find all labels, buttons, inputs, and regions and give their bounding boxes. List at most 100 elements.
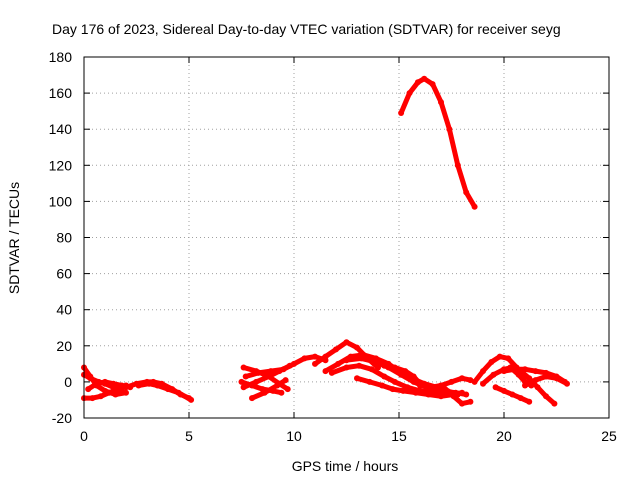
data-point	[438, 393, 444, 400]
data-point	[463, 189, 470, 196]
data-point	[467, 398, 474, 405]
data-point	[532, 368, 539, 375]
data-point	[146, 380, 153, 387]
data-point	[501, 387, 507, 394]
data-point	[328, 369, 335, 376]
data-point	[551, 400, 558, 407]
y-tick-label: 40	[56, 302, 72, 318]
data-point	[454, 162, 461, 169]
series-arc-6	[136, 381, 194, 403]
series-arc-19	[442, 386, 473, 407]
data-point	[286, 362, 293, 369]
data-point	[301, 355, 308, 362]
data-point	[322, 353, 329, 360]
data-point	[312, 353, 318, 360]
data-point	[85, 386, 92, 393]
data-point	[522, 366, 528, 373]
x-tick-label: 10	[286, 428, 302, 444]
data-point	[429, 81, 436, 88]
y-tick-label: 0	[64, 374, 72, 390]
data-point	[278, 389, 285, 396]
data-point	[87, 375, 94, 382]
data-point	[543, 393, 549, 400]
data-point	[442, 386, 449, 393]
data-point	[253, 378, 260, 385]
data-point	[480, 380, 486, 387]
x-axis-title: GPS time / hours	[292, 458, 399, 474]
data-point	[398, 371, 405, 378]
tick-layer: 0 5 10 15 20 25 -20 0 20 40 60 80 100 120 140 160 180	[49, 49, 617, 444]
data-point	[261, 389, 268, 396]
data-point	[333, 346, 339, 353]
data-point	[402, 368, 409, 375]
data-point	[505, 355, 512, 362]
data-point	[532, 377, 539, 384]
data-point	[242, 373, 249, 380]
data-point	[372, 359, 379, 365]
y-tick-label: 180	[49, 49, 73, 65]
data-point	[501, 368, 507, 375]
data-point	[255, 369, 262, 376]
data-point	[450, 393, 457, 400]
data-point	[282, 377, 289, 384]
data-point	[488, 359, 495, 365]
data-point	[366, 378, 373, 385]
y-tick-label: 20	[56, 338, 72, 354]
data-point	[110, 380, 117, 387]
data-point	[553, 375, 560, 382]
series-arc-11	[249, 377, 289, 401]
y-tick-label: 160	[49, 85, 73, 101]
data-point	[343, 339, 350, 346]
data-point	[175, 389, 182, 396]
data-point	[391, 364, 398, 371]
y-tick-label: -20	[52, 410, 72, 426]
data-point	[312, 360, 318, 367]
data-point	[417, 382, 423, 389]
data-point	[354, 375, 360, 382]
data-point	[188, 396, 195, 403]
data-point	[249, 395, 255, 402]
data-point	[534, 384, 541, 391]
data-point	[274, 382, 281, 389]
data-point	[459, 389, 465, 396]
data-point	[381, 362, 388, 369]
plot-frame	[83, 56, 610, 419]
data-point	[240, 384, 247, 391]
data-point	[356, 362, 363, 369]
data-point	[89, 395, 96, 402]
y-tick-label: 140	[49, 121, 73, 137]
data-point	[517, 395, 524, 402]
data-point	[400, 387, 407, 394]
data-point	[509, 391, 516, 398]
data-point	[421, 75, 428, 82]
data-point	[379, 382, 386, 389]
data-point	[165, 386, 171, 393]
data-point	[93, 380, 100, 387]
series-arc-20	[398, 76, 478, 210]
data-point	[118, 387, 125, 394]
chart-title: Day 176 of 2023, Sidereal Day-to-day VTE…	[52, 21, 561, 37]
x-tick-label: 5	[185, 428, 193, 444]
data-point	[425, 391, 432, 398]
data-point	[106, 389, 113, 396]
x-tick-label: 20	[496, 428, 512, 444]
x-tick-label: 15	[391, 428, 407, 444]
data-point	[564, 380, 570, 387]
x-tick-label: 25	[601, 428, 617, 444]
data-point	[276, 368, 283, 375]
data-point	[238, 378, 245, 385]
data-point	[459, 400, 465, 407]
data-point	[322, 368, 329, 375]
data-point	[412, 389, 419, 396]
data-point	[507, 364, 514, 371]
x-tick-label: 0	[80, 428, 88, 444]
data-point	[459, 375, 465, 382]
grid-layer	[84, 57, 609, 418]
data-point	[381, 373, 388, 380]
data-point	[492, 384, 499, 391]
data-point	[391, 378, 398, 385]
y-tick-label: 120	[49, 157, 73, 173]
data-point	[490, 371, 497, 378]
data-point	[480, 368, 486, 375]
